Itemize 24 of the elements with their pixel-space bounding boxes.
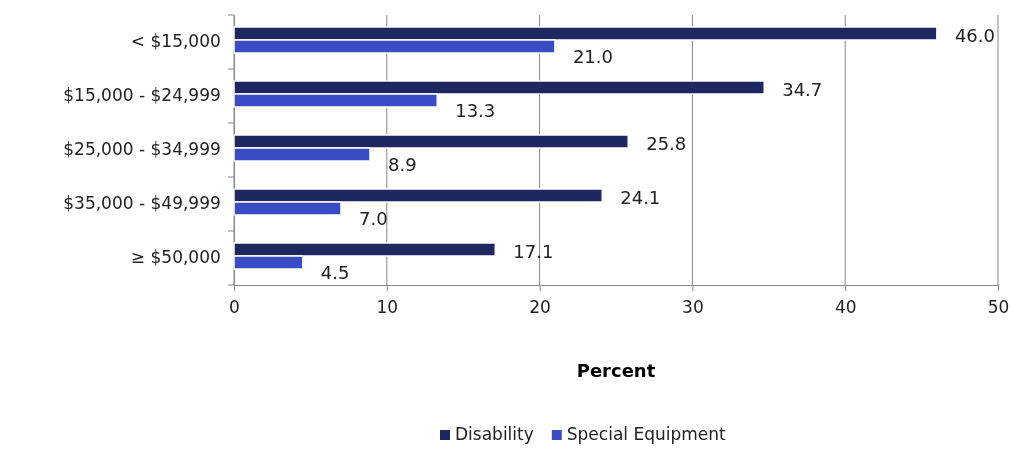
data-label: 8.9 — [387, 154, 417, 175]
x-tick-label: 10 — [376, 296, 399, 317]
y-tick-label: $35,000 - $49,999 — [63, 193, 221, 214]
x-tick-label: 20 — [529, 296, 551, 317]
data-label: 34.7 — [782, 79, 823, 100]
x-tick-label: 40 — [834, 296, 857, 317]
data-label: 46.0 — [954, 25, 995, 46]
data-label: 13.3 — [455, 100, 496, 121]
data-label: 17.1 — [513, 241, 554, 262]
x-tick-label: 0 — [229, 296, 240, 317]
data-label: 4.5 — [320, 262, 350, 283]
x-tick-label: 50 — [987, 296, 1010, 317]
x-tick-label: 30 — [682, 296, 704, 317]
data-label: 7.0 — [358, 208, 388, 229]
y-tick-label: $25,000 - $34,999 — [63, 139, 221, 160]
data-label: 24.1 — [620, 187, 661, 208]
data-label: 25.8 — [646, 133, 687, 154]
y-tick-label: < $15,000 — [130, 31, 221, 52]
y-tick-label: $15,000 - $24,999 — [63, 85, 221, 106]
y-tick-label: ≥ $50,000 — [130, 247, 221, 268]
data-label: 21.0 — [572, 46, 613, 67]
legend-label: Disability — [455, 424, 534, 444]
x-axis-title: Percent — [576, 360, 656, 381]
legend-label: Special Equipment — [566, 424, 727, 444]
